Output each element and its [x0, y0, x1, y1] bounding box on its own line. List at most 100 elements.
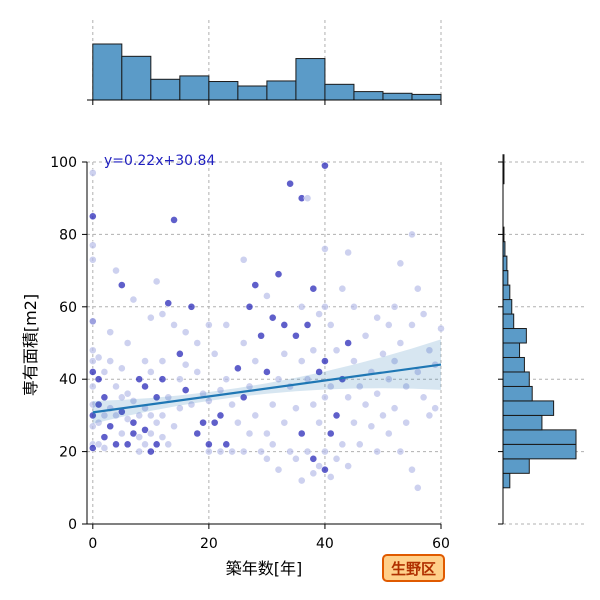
scatter-point	[437, 324, 445, 333]
scatter-point	[100, 444, 109, 452]
scatter-point	[123, 339, 132, 347]
y-tick-label: 0	[68, 517, 77, 533]
scatter-point	[344, 462, 353, 470]
scatter-point	[408, 230, 416, 239]
scatter-point	[239, 447, 248, 456]
scatter-point	[158, 411, 167, 420]
right-hist-bar	[502, 299, 513, 315]
scatter-point	[88, 317, 97, 326]
scatter-point	[100, 368, 109, 376]
right-hist-bar	[502, 443, 577, 460]
y-tick-label: 60	[59, 300, 77, 316]
right-hist-bar	[502, 400, 555, 416]
scatter-point	[390, 357, 399, 365]
scatter-point	[268, 313, 277, 322]
right-hist-bar	[502, 255, 508, 272]
scatter-point	[181, 386, 190, 394]
scatter-point	[390, 404, 399, 413]
scatter-point	[88, 368, 97, 376]
scatter-point	[88, 241, 97, 250]
scatter-point	[355, 382, 364, 391]
scatter-point	[257, 331, 265, 340]
ward-badge-text: 生野区	[391, 560, 436, 578]
scatter-point	[164, 299, 173, 308]
x-tick-label: 40	[316, 536, 334, 552]
scatter-point	[361, 400, 370, 409]
scatter-point	[216, 447, 225, 456]
scatter-point	[309, 284, 318, 293]
scatter-point	[286, 179, 295, 188]
right-hist-bar	[502, 472, 511, 489]
scatter-point	[263, 429, 271, 438]
scatter-point	[297, 476, 306, 485]
scatter-point	[239, 339, 248, 347]
x-tick-labels: 0 20 40 60	[88, 536, 450, 552]
scatter-point	[123, 389, 132, 398]
scatter-point	[88, 382, 97, 391]
scatter-point	[402, 382, 411, 391]
y-axis-label: 専有面積[m2]	[21, 294, 40, 396]
scatter-point	[193, 339, 202, 347]
top-hist-bar	[208, 81, 239, 101]
scatter-point	[158, 375, 167, 384]
scatter-point	[158, 433, 167, 442]
scatter-point	[251, 281, 260, 289]
scatter-point	[344, 393, 353, 402]
right-hist-bar	[502, 284, 511, 301]
scatter-point	[135, 447, 144, 456]
scatter-point	[100, 393, 109, 402]
scatter-point	[204, 320, 213, 329]
scatter-point	[117, 364, 126, 373]
scatter-point	[152, 277, 161, 286]
scatter-point	[112, 266, 120, 275]
scatter-point	[297, 357, 306, 365]
scatter-point	[239, 393, 248, 402]
scatter-point	[268, 440, 277, 449]
scatter-point	[146, 368, 155, 376]
scatter-point	[106, 422, 115, 431]
scatter-point	[321, 302, 329, 311]
scatter-point	[141, 382, 149, 391]
x-tick-label: 20	[200, 536, 218, 552]
scatter-point	[146, 411, 155, 420]
regression-line	[92, 363, 442, 414]
scatter-point	[280, 320, 289, 329]
scatter-point	[222, 375, 231, 384]
scatter-point	[112, 382, 120, 391]
scatter-point	[396, 339, 405, 347]
scatter-point	[297, 302, 306, 311]
scatter-point	[297, 429, 306, 438]
scatter-point	[315, 462, 324, 470]
scatter-point	[193, 368, 202, 376]
scatter-point	[384, 375, 393, 384]
top-histogram	[87, 43, 442, 105]
scatter-point	[222, 320, 231, 329]
scatter-point	[123, 415, 132, 423]
y-tick-label: 100	[50, 155, 77, 171]
scatter-point	[315, 310, 324, 318]
scatter-point	[222, 440, 231, 449]
top-hist-bar	[121, 55, 152, 101]
right-hist-bar	[502, 313, 515, 330]
scatter-point	[94, 353, 103, 362]
scatter-point	[152, 418, 161, 427]
scatter-point	[373, 389, 382, 398]
right-hist-bar	[502, 385, 533, 402]
x-axis-label: 築年数[年]	[226, 559, 303, 578]
scatter-point	[88, 422, 97, 431]
scatter-point	[112, 440, 120, 449]
scatter-point	[321, 161, 329, 170]
scatter-point	[309, 346, 318, 355]
right-hist-bar	[502, 342, 521, 358]
scatter-point	[355, 440, 364, 449]
scatter-point	[158, 310, 167, 318]
scatter-point	[309, 469, 318, 478]
scatter-point	[332, 346, 341, 355]
scatter-point	[94, 440, 103, 449]
scatter-point	[379, 349, 387, 358]
scatter-point	[280, 349, 289, 358]
scatter-point	[170, 320, 178, 329]
scatter-point	[309, 454, 318, 463]
scatter-point	[408, 465, 416, 474]
